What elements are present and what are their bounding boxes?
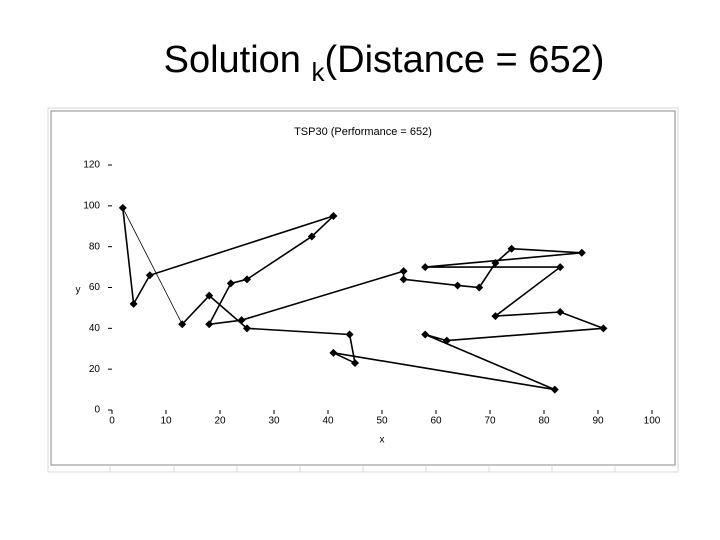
- x-tick-label: 60: [430, 416, 442, 427]
- city-marker: [599, 324, 608, 333]
- x-tick-label: 20: [214, 416, 226, 427]
- city-marker: [145, 271, 154, 280]
- x-tick-label: 30: [268, 416, 280, 427]
- sheet-grid: [47, 107, 679, 473]
- city-marker: [178, 320, 187, 329]
- city-marker: [550, 385, 559, 394]
- city-marker: [491, 312, 500, 321]
- title-subscript: k: [312, 57, 326, 87]
- city-marker: [507, 244, 516, 253]
- city-marker: [399, 267, 408, 276]
- x-tick-label: 10: [160, 416, 172, 427]
- city-marker: [307, 232, 316, 241]
- y-tick-label: 0: [94, 405, 100, 416]
- y-tick-label: 20: [89, 364, 101, 375]
- city-marker: [226, 279, 235, 288]
- city-marker: [237, 316, 246, 325]
- city-marker: [442, 336, 451, 345]
- city-marker: [491, 259, 500, 267]
- y-axis-label: y: [76, 285, 81, 296]
- y-tick-label: 80: [89, 241, 101, 252]
- x-tick-label: 80: [538, 416, 550, 427]
- y-tick-label: 40: [89, 323, 101, 334]
- city-marker: [475, 283, 484, 292]
- city-marker: [556, 263, 565, 272]
- city-marker: [329, 212, 338, 221]
- city-marker: [329, 348, 338, 357]
- slide-title: Solution k(Distance = 652): [164, 39, 605, 87]
- city-marker: [243, 275, 251, 284]
- city-marker: [453, 281, 462, 290]
- y-tick-label: 60: [89, 282, 101, 293]
- city-marker: [345, 330, 354, 339]
- x-tick-label: 100: [644, 416, 661, 427]
- title-rest: (Distance = 652): [325, 39, 605, 81]
- chart-title: TSP30 (Performance = 652): [294, 126, 432, 138]
- city-marker: [421, 263, 430, 272]
- tour-line: [122, 207, 604, 391]
- x-tick-label: 70: [484, 416, 496, 427]
- x-tick-label: 40: [322, 416, 334, 427]
- x-axis-label: x: [380, 435, 385, 446]
- city-marker: [351, 359, 359, 368]
- city-marker: [577, 248, 586, 257]
- x-tick-label: 50: [376, 416, 388, 427]
- x-tick-label: 0: [109, 416, 115, 427]
- title-main: Solution: [164, 39, 312, 81]
- city-marker: [399, 275, 408, 284]
- city-marker: [243, 324, 251, 333]
- city-marker: [205, 291, 214, 300]
- y-tick-label: 120: [83, 160, 100, 171]
- city-marker: [129, 299, 138, 308]
- city-marker: [205, 320, 214, 329]
- city-marker: [421, 330, 430, 339]
- closing-segment: [122, 207, 183, 325]
- y-tick-label: 100: [83, 200, 100, 211]
- x-tick-label: 90: [592, 416, 604, 427]
- city-marker: [556, 308, 565, 316]
- chart-area: [50, 110, 676, 466]
- city-marker: [118, 203, 127, 212]
